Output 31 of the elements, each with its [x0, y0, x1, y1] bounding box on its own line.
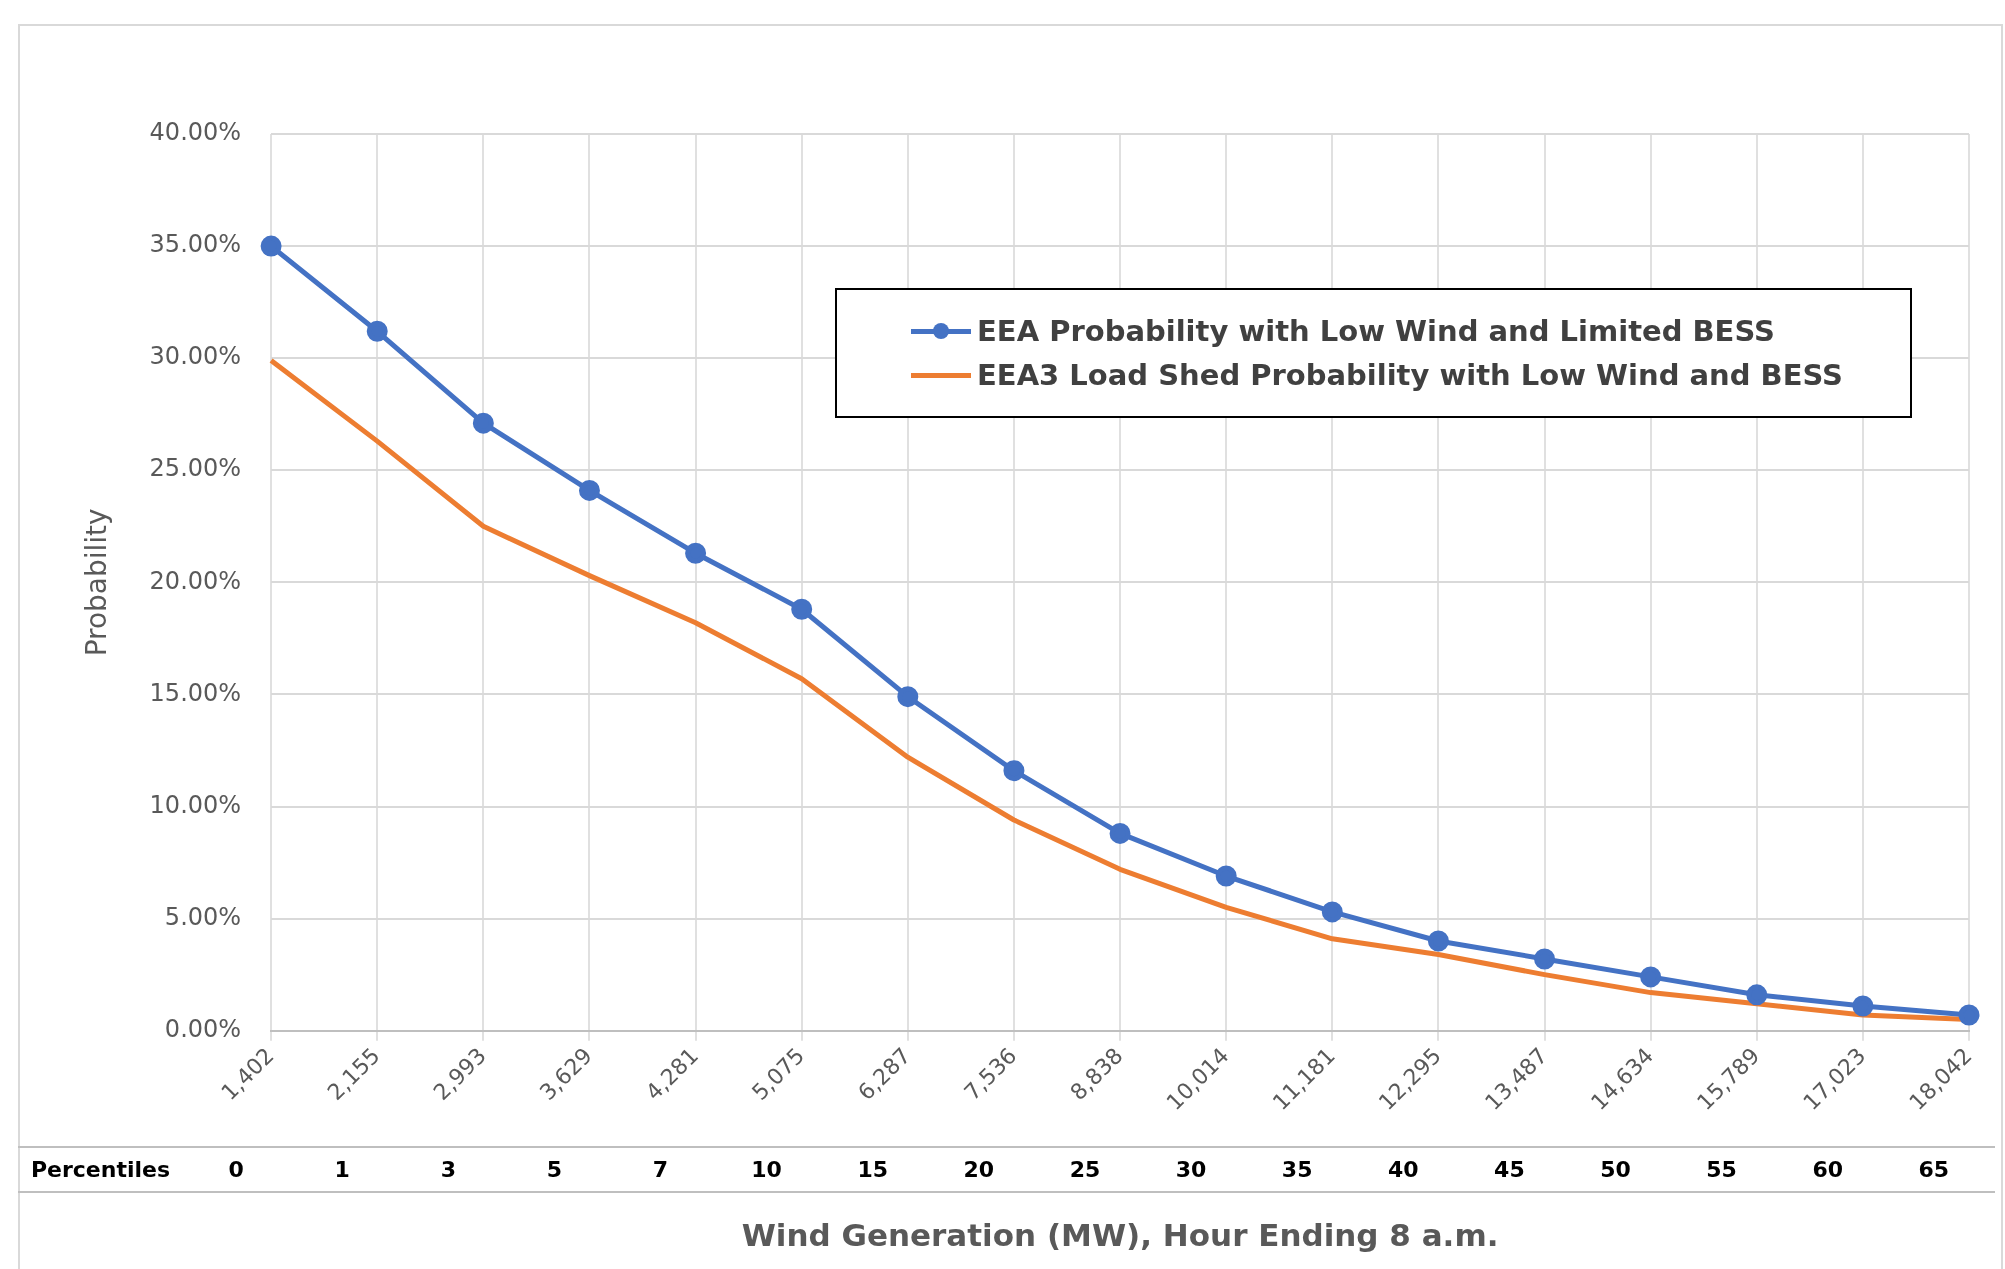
percentile-table: Percentiles 0 1 3 5 7 10 15 20 25 30 35 40 45 50 55 60 65 — [18, 1146, 1995, 1193]
y-tick-label: 30.00% — [149, 342, 242, 371]
point — [1321, 901, 1343, 923]
point — [1215, 865, 1237, 887]
point — [1427, 930, 1449, 952]
point — [685, 542, 707, 564]
point — [1958, 1004, 1980, 1026]
y-tick-label: 10.00% — [149, 790, 242, 819]
point — [1109, 822, 1131, 844]
y-tick-label: 0.00% — [164, 1014, 242, 1043]
point — [578, 479, 600, 501]
point — [1746, 984, 1768, 1006]
point — [1534, 948, 1556, 970]
y-tick-label: 20.00% — [149, 566, 242, 595]
point — [472, 412, 494, 434]
point — [260, 235, 282, 257]
legend-label: EEA Probability with Low Wind and Limited BESS — [977, 314, 1776, 348]
y-tick-label: 15.00% — [149, 678, 242, 707]
point — [1640, 966, 1662, 988]
point — [1003, 760, 1025, 782]
y-tick-label: 35.00% — [149, 230, 242, 259]
y-tick-label: 5.00% — [164, 902, 242, 931]
y-tick-label: 40.00% — [149, 118, 242, 147]
y-axis-title: Probability — [80, 508, 114, 657]
legend-label: EEA3 Load Shed Probability with Low Wind and BESS — [977, 358, 1843, 392]
point — [897, 686, 919, 708]
point — [366, 320, 388, 342]
point — [791, 598, 813, 620]
x-axis-title: Wind Generation (MW), Hour Ending 8 a.m. — [741, 1217, 1499, 1254]
point — [1852, 995, 1874, 1017]
y-tick-label: 25.00% — [149, 454, 242, 483]
